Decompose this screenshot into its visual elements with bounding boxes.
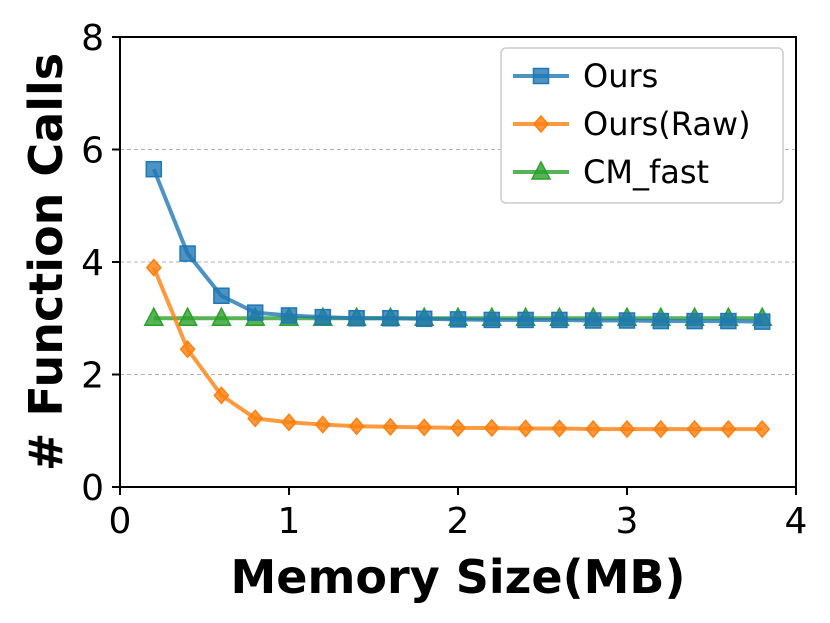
data-point-ours: [686, 312, 703, 330]
y-tick-label: 4: [81, 243, 104, 284]
data-point-ours-raw: [483, 418, 500, 438]
data-point-ours-raw: [754, 419, 771, 439]
data-point-ours: [618, 312, 636, 329]
x-tick-label: 4: [785, 501, 808, 542]
data-point-ours: [213, 287, 230, 304]
data-point-ours: [517, 311, 534, 329]
x-tick-label: 1: [278, 501, 301, 542]
data-point-ours-raw: [348, 417, 365, 436]
data-point-ours-raw: [686, 419, 703, 439]
data-point-ours-raw: [382, 417, 399, 436]
data-point-ours: [415, 310, 433, 328]
series-line-ours-raw: [151, 266, 763, 432]
data-point-ours: [449, 311, 467, 328]
data-point-ours-raw: [585, 419, 602, 439]
data-point-ours: [753, 313, 771, 330]
y-axis-title: # Function Calls: [19, 53, 73, 471]
data-point-ours: [314, 308, 332, 326]
legend-label-ours: Ours: [583, 57, 658, 95]
data-point-ours-raw: [314, 415, 331, 434]
legend-box: [500, 47, 784, 204]
series-group: [143, 160, 773, 439]
x-axis-title: Memory Size(MB): [231, 550, 686, 604]
legend-marker-cm-fast: [530, 160, 552, 180]
x-tick-label: 2: [447, 501, 470, 542]
data-point-ours-raw: [619, 419, 635, 439]
y-tick-label: 0: [81, 468, 104, 509]
data-point-ours-raw: [179, 340, 196, 359]
data-point-ours: [551, 311, 568, 329]
data-point-ours: [145, 160, 163, 178]
data-point-ours: [179, 245, 196, 262]
legend-label-ours-raw: Ours(Raw): [583, 105, 751, 143]
data-point-ours-raw: [145, 258, 162, 277]
data-point-ours: [348, 310, 365, 327]
x-tick-label: 3: [616, 501, 639, 542]
legend: Ours Ours(Raw) CM_fast: [500, 47, 784, 204]
data-point-ours-raw: [517, 419, 534, 438]
data-point-ours: [584, 312, 602, 329]
data-point-ours: [246, 304, 264, 321]
x-tick-label: 0: [109, 501, 132, 542]
data-point-cm-fast: [143, 306, 165, 326]
data-point-ours: [382, 310, 399, 327]
y-tick-label: 8: [81, 18, 104, 59]
axis-ticks: 0 1 2 3 4 0 2 4 6 8: [81, 18, 807, 542]
data-point-cm-fast: [211, 306, 232, 326]
data-point-ours: [720, 312, 737, 330]
data-point-ours-raw: [720, 419, 737, 439]
y-tick-label: 6: [81, 131, 104, 172]
legend-label-cm-fast: CM_fast: [583, 153, 709, 191]
data-point-ours: [280, 307, 298, 324]
data-point-cm-fast: [177, 306, 198, 326]
data-point-ours: [483, 311, 501, 329]
y-tick-label: 2: [81, 356, 104, 397]
data-point-ours-raw: [247, 409, 264, 428]
legend-marker-ours: [532, 67, 550, 85]
legend-marker-ours-raw: [533, 114, 549, 134]
series-ours: [145, 160, 771, 330]
data-point-ours-raw: [450, 418, 466, 438]
data-point-ours-raw: [281, 413, 297, 432]
data-point-ours-raw: [416, 418, 433, 437]
data-point-ours-raw: [213, 386, 230, 405]
data-point-ours-raw: [551, 419, 568, 438]
data-point-ours-raw: [652, 419, 669, 439]
data-point-ours: [652, 312, 670, 330]
series-ours-raw: [145, 258, 771, 439]
